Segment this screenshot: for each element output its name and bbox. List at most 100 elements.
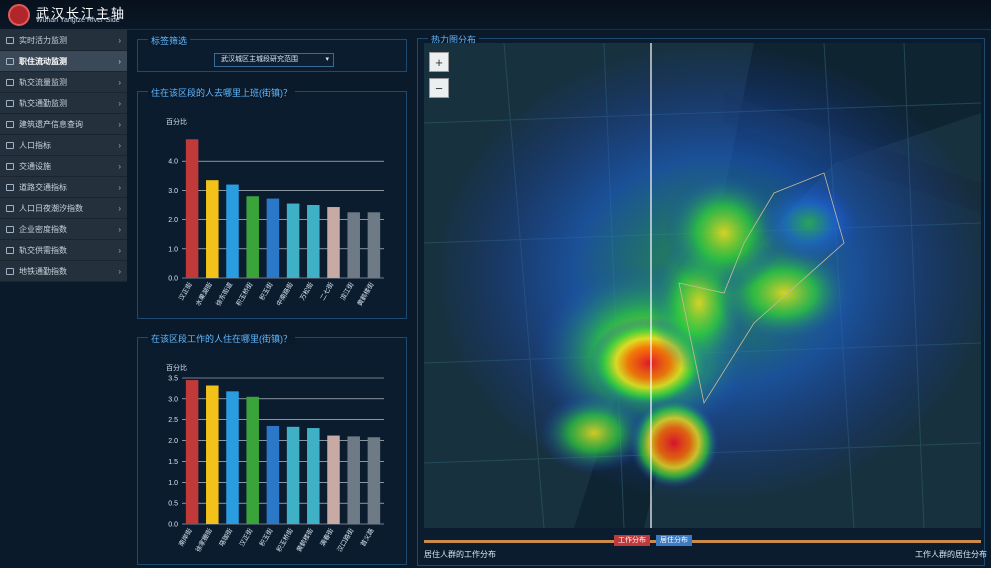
- right-distribution-label: 工作人群的居住分布: [915, 550, 987, 559]
- map-title: 热力图分布: [428, 33, 480, 46]
- bar: [226, 391, 239, 524]
- x-tick-label: 积玉桥街: [234, 280, 255, 307]
- zoom-out-button[interactable]: −: [429, 78, 449, 98]
- bar: [185, 380, 199, 524]
- metro-icon: [6, 267, 14, 275]
- y-tick-label: 4.0: [168, 159, 178, 166]
- chevron-right-icon: ›: [118, 141, 121, 150]
- bus-icon: [6, 57, 14, 65]
- y-axis-label: 百分比: [166, 363, 187, 372]
- chart2-svg: 百分比 0.0 0.5 1.0 1.5 2.0 2.5 3.0 3.5 南岸街 徐家棚街 珞珈街 汉正街…: [166, 363, 384, 554]
- chevron-right-icon: ›: [118, 57, 121, 66]
- bar: [266, 198, 280, 278]
- chevron-right-icon: ›: [118, 120, 121, 129]
- chevron-down-icon: ▾: [325, 56, 329, 63]
- filter-panel: 标签筛选 武汉城区主城段研究范围 ▾: [137, 34, 407, 72]
- home-distribution-tag[interactable]: 居住分布: [656, 535, 692, 546]
- sidebar-item-label: 地铁通勤指数: [19, 266, 67, 276]
- bar: [367, 212, 381, 278]
- sidebar-item-label: 人口指标: [19, 140, 51, 150]
- metro-icon: [6, 99, 14, 107]
- sidebar-item-label: 轨交流量监测: [19, 77, 67, 87]
- bar: [347, 436, 360, 524]
- bar: [367, 437, 381, 524]
- chevron-right-icon: ›: [118, 204, 121, 213]
- x-tick-label: 徐东街道: [213, 280, 234, 307]
- x-tick-label: 中南路街: [274, 280, 295, 307]
- people-icon: [6, 204, 14, 212]
- graduation-icon: [6, 141, 14, 149]
- x-tick-label: 首义路: [358, 526, 376, 548]
- sidebar-item[interactable]: 企业密度指数 ›: [0, 219, 127, 240]
- y-tick-label: 1.5: [168, 459, 178, 466]
- sidebar-item[interactable]: 职住流动监测 ›: [0, 51, 127, 72]
- chevron-right-icon: ›: [118, 36, 121, 45]
- sidebar-item[interactable]: 实时活力监测 ›: [0, 30, 127, 51]
- bar: [185, 139, 199, 278]
- sidebar-item[interactable]: 人口指标 ›: [0, 135, 127, 156]
- bar: [286, 426, 300, 524]
- region-select[interactable]: 武汉城区主城段研究范围 ▾: [214, 53, 334, 67]
- x-tick-label: 万松街: [297, 280, 315, 302]
- y-tick-label: 2.0: [168, 438, 178, 445]
- bar: [347, 212, 360, 278]
- x-tick-label: 积玉街: [257, 280, 275, 302]
- bar: [327, 207, 340, 278]
- y-tick-label: 0.0: [168, 276, 178, 283]
- x-tick-label: 水果湖街: [193, 280, 214, 307]
- sidebar-item[interactable]: 轨交通勤监测 ›: [0, 93, 127, 114]
- chevron-right-icon: ›: [118, 99, 121, 108]
- top-bar: 武汉长江主轴 Wuhan Yangtze River-Side: [0, 0, 991, 30]
- chevron-right-icon: ›: [118, 162, 121, 171]
- x-tick-label: 珞珈街: [217, 526, 235, 548]
- y-tick-label: 2.5: [168, 417, 178, 424]
- chevron-right-icon: ›: [118, 78, 121, 87]
- bus-icon: [6, 162, 14, 170]
- sidebar-item-label: 建筑遗产信息查询: [19, 119, 83, 129]
- x-tick-label: 积玉街: [257, 526, 275, 548]
- sidebar-item[interactable]: 地铁通勤指数 ›: [0, 261, 127, 282]
- sidebar-item-label: 交通设施: [19, 161, 51, 171]
- sidebar-item[interactable]: 轨交流量监测 ›: [0, 72, 127, 93]
- region-select-value: 武汉城区主城段研究范围: [221, 56, 298, 63]
- y-tick-label: 1.0: [168, 246, 178, 253]
- y-tick-label: 0.0: [168, 522, 178, 529]
- x-tick-label: 汉正街: [237, 526, 255, 548]
- work-distribution-tag[interactable]: 工作分布: [614, 535, 650, 546]
- x-tick-label: 黄鹤楼街: [355, 280, 376, 307]
- sidebar-item-label: 实时活力监测: [19, 35, 67, 45]
- chart1-svg: 百分比 0.0 1.0 2.0 3.0 4.0 汉正街 水果湖街 徐东街道 积玉桥街 积玉街 中南路街…: [166, 117, 384, 308]
- bar: [307, 428, 320, 524]
- sidebar-item-label: 轨交供需指数: [19, 245, 67, 255]
- sidebar-item[interactable]: 人口日夜潮汐指数 ›: [0, 198, 127, 219]
- x-tick-label: 南岸街: [176, 526, 194, 548]
- chart1-panel: 住在该区段的人去哪里上班(街镇)？ 百分比 0.0 1.0 2.0 3.0 4.0 汉正街水…: [137, 86, 407, 319]
- y-tick-label: 3.5: [168, 376, 178, 383]
- sidebar-item[interactable]: 轨交供需指数 ›: [0, 240, 127, 261]
- bar: [266, 425, 280, 524]
- heatmap-map[interactable]: + −: [424, 43, 981, 528]
- chart1-title: 住在该区段的人去哪里上班(街镇)？: [148, 86, 295, 99]
- swipe-slider-track[interactable]: [424, 540, 981, 543]
- bar: [206, 180, 219, 278]
- y-tick-label: 2.0: [168, 217, 178, 224]
- x-tick-label: 积玉桥街: [274, 526, 295, 553]
- chevron-right-icon: ›: [118, 267, 121, 276]
- sidebar-item[interactable]: 建筑遗产信息查询 ›: [0, 114, 127, 135]
- chevron-right-icon: ›: [118, 225, 121, 234]
- chevron-right-icon: ›: [118, 246, 121, 255]
- zoom-in-button[interactable]: +: [429, 52, 449, 72]
- sidebar: 实时活力监测 › 职住流动监测 › 轨交流量监测 › 轨交通勤监测 › 建筑遗产信息查询 › 人口指…: [0, 30, 127, 282]
- x-tick-label: 滨江街: [338, 280, 356, 302]
- sidebar-item-label: 人口日夜潮汐指数: [19, 203, 83, 213]
- x-tick-label: 汉口路街: [335, 526, 356, 553]
- metro-icon: [6, 78, 14, 86]
- metro-icon: [6, 246, 14, 254]
- sidebar-item[interactable]: 交通设施 ›: [0, 156, 127, 177]
- sidebar-item-label: 职住流动监测: [19, 56, 67, 66]
- edit-icon: [6, 120, 14, 128]
- x-tick-label: 徐家棚街: [193, 526, 214, 553]
- chart2-panel: 在该区段工作的人住在哪里(街镇)？ 百分比 0.0 0.5 1.0 1.5 2.0 2.5 3…: [137, 332, 407, 565]
- sidebar-item[interactable]: 道路交通指标 ›: [0, 177, 127, 198]
- filter-title: 标签筛选: [148, 34, 191, 47]
